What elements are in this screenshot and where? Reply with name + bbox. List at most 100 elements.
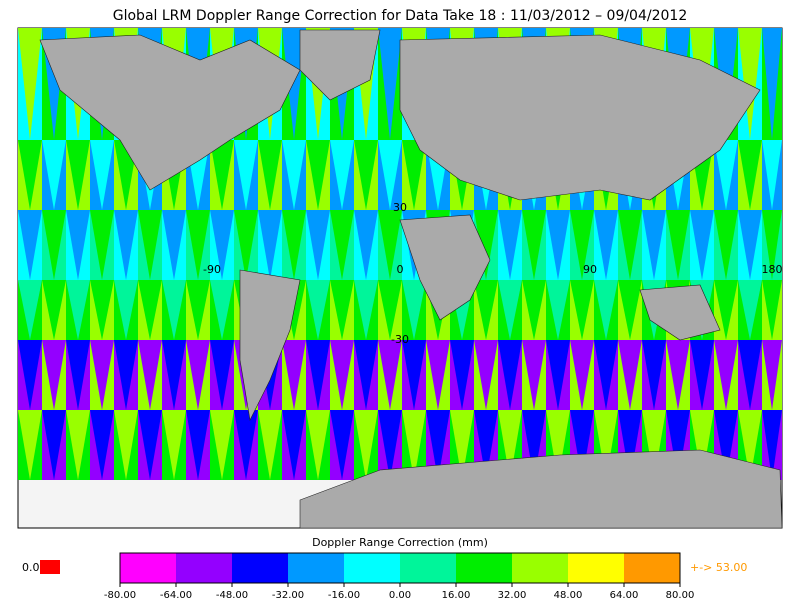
swath-wedge: [66, 210, 90, 280]
swath-wedge: [114, 340, 138, 410]
swath-wedge: [762, 340, 782, 410]
swath-wedge: [570, 280, 594, 340]
colorbar-tick-label: 0.00: [389, 590, 411, 600]
swath-wedge: [714, 410, 738, 480]
swath-wedge: [234, 210, 258, 280]
grid-label: -90: [203, 263, 221, 276]
swath-wedge: [522, 340, 546, 410]
swath-wedge: [402, 410, 426, 480]
colorbar-tick-label: 48.00: [554, 590, 583, 600]
swath-wedge: [594, 210, 618, 280]
swath-wedge: [738, 340, 762, 410]
swath-wedge: [234, 140, 258, 210]
colorbar-tick-label: 80.00: [666, 590, 695, 600]
color-bin: [288, 553, 344, 583]
swath-wedge: [330, 210, 354, 280]
swath-wedge: [402, 280, 426, 340]
swath-wedge: [114, 410, 138, 480]
swath-wedge: [474, 280, 498, 340]
swath-wedge: [354, 340, 378, 410]
swath-wedge: [546, 280, 570, 340]
swath-wedge: [738, 410, 762, 480]
swath-wedge: [762, 28, 782, 140]
swath-wedge: [378, 28, 402, 140]
swath-wedge: [114, 280, 138, 340]
swath-wedge: [234, 410, 258, 480]
swath-wedge: [18, 280, 42, 340]
swath-wedge: [402, 140, 426, 210]
color-bin: [456, 553, 512, 583]
swath-wedge: [690, 210, 714, 280]
swath-wedge: [90, 340, 114, 410]
swath-wedge: [618, 410, 642, 480]
swath-wedge: [690, 410, 714, 480]
swath-wedge: [762, 410, 782, 480]
swath-wedge: [282, 210, 306, 280]
swath-wedge: [594, 410, 618, 480]
swath-wedge: [330, 140, 354, 210]
color-bin: [176, 553, 232, 583]
swath-wedge: [762, 280, 782, 340]
swath-wedge: [330, 410, 354, 480]
swath-wedge: [210, 210, 234, 280]
swath-wedge: [90, 280, 114, 340]
swath-wedge: [282, 410, 306, 480]
swath-wedge: [66, 280, 90, 340]
grid-label: 90: [583, 263, 597, 276]
swath-wedge: [90, 410, 114, 480]
swath-wedge: [306, 410, 330, 480]
swath-wedge: [450, 410, 474, 480]
grid-label: 180: [762, 263, 783, 276]
swath-wedge: [618, 210, 642, 280]
colorbar-tick-label: -64.00: [160, 590, 192, 600]
underflow-label: 0.0: [22, 561, 40, 574]
overflow-label: +-> 53.00: [690, 561, 747, 574]
swath-wedge: [402, 340, 426, 410]
swath-wedge: [522, 410, 546, 480]
colorbar-tick-label: -80.00: [104, 590, 136, 600]
swath-wedge: [690, 340, 714, 410]
swath-wedge: [42, 140, 66, 210]
swath-wedge: [762, 140, 782, 210]
swath-wedge: [282, 340, 306, 410]
swath-wedge: [90, 140, 114, 210]
swath-wedge: [186, 210, 210, 280]
swath-wedge: [738, 210, 762, 280]
color-bin: [400, 553, 456, 583]
swath-wedge: [738, 28, 762, 140]
swath-wedge: [258, 140, 282, 210]
swath-wedge: [570, 210, 594, 280]
colorbar-tick-label: 32.00: [498, 590, 527, 600]
color-bin: [344, 553, 400, 583]
swath-wedge: [138, 340, 162, 410]
colorbar-tick-label: -16.00: [328, 590, 360, 600]
swath-wedge: [306, 340, 330, 410]
swath-wedge: [90, 210, 114, 280]
swath-wedge: [186, 410, 210, 480]
swath-wedge: [138, 410, 162, 480]
swath-wedge: [162, 280, 186, 340]
color-bin: [512, 553, 568, 583]
underflow-swatch: [40, 560, 60, 574]
swath-wedge: [18, 340, 42, 410]
swath-wedge: [66, 340, 90, 410]
swath-wedge: [330, 280, 354, 340]
swath-wedge: [210, 340, 234, 410]
swath-wedge: [186, 340, 210, 410]
swath-wedge: [378, 210, 402, 280]
grid-label: -30: [391, 333, 409, 346]
swath-wedge: [210, 140, 234, 210]
swath-wedge: [66, 410, 90, 480]
swath-wedge: [282, 140, 306, 210]
swath-wedge: [594, 280, 618, 340]
grid-label: 0: [397, 263, 404, 276]
swath-wedge: [306, 140, 330, 210]
color-bin: [568, 553, 624, 583]
swath-wedge: [474, 340, 498, 410]
swath-wedge: [498, 340, 522, 410]
swath-wedge: [162, 210, 186, 280]
swath-wedge: [594, 340, 618, 410]
swath-wedge: [306, 210, 330, 280]
swath-wedge: [114, 210, 138, 280]
